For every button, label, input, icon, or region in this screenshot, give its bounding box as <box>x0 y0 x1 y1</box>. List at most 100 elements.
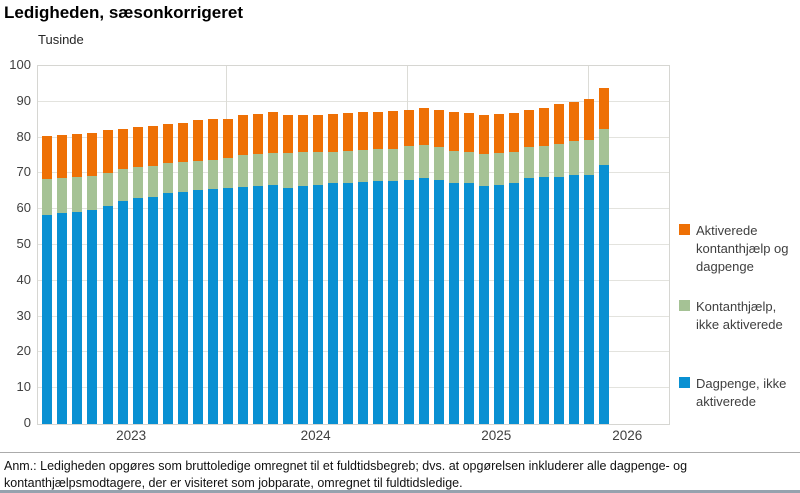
h-gridline <box>38 351 669 353</box>
legend-item-kontanthjaelp: Kontanthjælp, ikke aktiverede <box>679 298 800 334</box>
bar-2023-11 <box>192 120 203 424</box>
bar-2025-04 <box>448 111 459 424</box>
segment-kontanthjaelp <box>298 152 309 187</box>
segment-dagpenge <box>478 186 489 424</box>
bar-2024-05 <box>283 115 294 424</box>
y-tick-60: 60 <box>16 200 31 216</box>
segment-aktiverede <box>328 113 339 152</box>
bar-2023-12 <box>207 119 218 424</box>
segment-dagpenge <box>298 186 309 424</box>
segment-kontanthjaelp <box>508 152 519 184</box>
y-tick-10: 10 <box>16 379 31 395</box>
y-tick-50: 50 <box>16 236 31 251</box>
segment-dagpenge <box>162 193 173 424</box>
bar-2024-07 <box>313 115 324 424</box>
segment-kontanthjaelp <box>584 139 595 175</box>
segment-dagpenge <box>132 198 143 424</box>
segment-aktiverede <box>463 112 474 152</box>
bar-2024-10 <box>358 112 369 424</box>
bar-2025-12 <box>569 101 580 424</box>
bar-2024-11 <box>373 111 384 424</box>
h-gridline <box>38 136 669 138</box>
x-year-label-2023: 2023 <box>116 428 147 443</box>
segment-aktiverede <box>283 115 294 154</box>
segment-dagpenge <box>222 187 233 424</box>
x-year-label-2026: 2026 <box>612 428 643 443</box>
bar-2023-07 <box>132 127 143 424</box>
segment-aktiverede <box>373 111 384 150</box>
segment-dagpenge <box>554 177 564 424</box>
h-gridline <box>38 208 669 210</box>
segment-kontanthjaelp <box>554 144 564 177</box>
bar-2025-05 <box>463 112 474 424</box>
segment-kontanthjaelp <box>343 150 354 183</box>
y-tick-20: 20 <box>16 343 31 359</box>
segment-aktiverede <box>538 107 549 146</box>
segment-aktiverede <box>508 112 519 153</box>
segment-dagpenge <box>268 184 279 424</box>
bar-2023-06 <box>117 129 128 424</box>
bar-2024-09 <box>343 113 354 424</box>
segment-aktiverede <box>147 125 158 166</box>
segment-dagpenge <box>253 185 263 424</box>
bar-2023-08 <box>147 125 158 424</box>
segment-aktiverede <box>343 113 354 151</box>
bar-2023-10 <box>177 122 188 424</box>
segment-kontanthjaelp <box>448 150 459 183</box>
segment-aktiverede <box>268 111 279 154</box>
window-bottom-edge <box>0 490 800 493</box>
segment-dagpenge <box>72 211 83 424</box>
segment-kontanthjaelp <box>102 173 113 207</box>
bar-2024-03 <box>253 113 263 424</box>
segment-kontanthjaelp <box>433 146 444 180</box>
segment-kontanthjaelp <box>132 166 143 199</box>
bar-2026-01 <box>584 99 595 424</box>
h-gridline <box>38 172 669 174</box>
bar-2023-01 <box>42 135 53 424</box>
y-tick-0: 0 <box>23 415 31 430</box>
segment-aktiverede <box>403 110 414 147</box>
segment-aktiverede <box>102 130 113 174</box>
segment-dagpenge <box>102 206 113 424</box>
page-title: Ledigheden, sæsonkorrigeret <box>4 3 243 22</box>
segment-aktiverede <box>42 135 53 179</box>
segment-aktiverede <box>237 115 248 156</box>
segment-kontanthjaelp <box>147 165 158 197</box>
bar-2025-03 <box>433 110 444 424</box>
kontanthjaelp-swatch-icon <box>679 300 690 311</box>
segment-aktiverede <box>177 122 188 162</box>
segment-dagpenge <box>538 177 549 424</box>
bar-2025-11 <box>554 104 564 424</box>
segment-kontanthjaelp <box>72 177 83 212</box>
segment-aktiverede <box>87 132 98 176</box>
segment-dagpenge <box>493 185 504 424</box>
segment-dagpenge <box>57 212 68 424</box>
segment-kontanthjaelp <box>57 178 68 213</box>
h-gridline <box>38 100 669 102</box>
segment-aktiverede <box>433 110 444 147</box>
segment-aktiverede <box>358 112 369 150</box>
segment-dagpenge <box>283 187 294 424</box>
dagpenge-swatch-icon <box>679 377 690 388</box>
segment-kontanthjaelp <box>418 144 429 179</box>
segment-kontanthjaelp <box>538 145 549 177</box>
segment-kontanthjaelp <box>388 149 399 181</box>
bar-2023-03 <box>72 134 83 424</box>
bar-2023-02 <box>57 135 68 424</box>
chart-legend: Aktiverede kontanthjælp og dagpenge Kont… <box>679 0 800 423</box>
segment-dagpenge <box>448 182 459 424</box>
segment-kontanthjaelp <box>569 140 580 176</box>
segment-dagpenge <box>117 201 128 424</box>
h-gridline <box>38 315 669 317</box>
bar-2023-09 <box>162 124 173 424</box>
bar-2025-08 <box>508 112 519 424</box>
segment-kontanthjaelp <box>42 178 53 215</box>
segment-dagpenge <box>523 177 534 424</box>
legend-label: Kontanthjælp, ikke aktiverede <box>696 299 783 332</box>
bar-2025-09 <box>523 110 534 424</box>
bar-2025-06 <box>478 115 489 424</box>
segment-aktiverede <box>448 111 459 151</box>
segment-dagpenge <box>508 183 519 424</box>
segment-aktiverede <box>57 135 68 179</box>
